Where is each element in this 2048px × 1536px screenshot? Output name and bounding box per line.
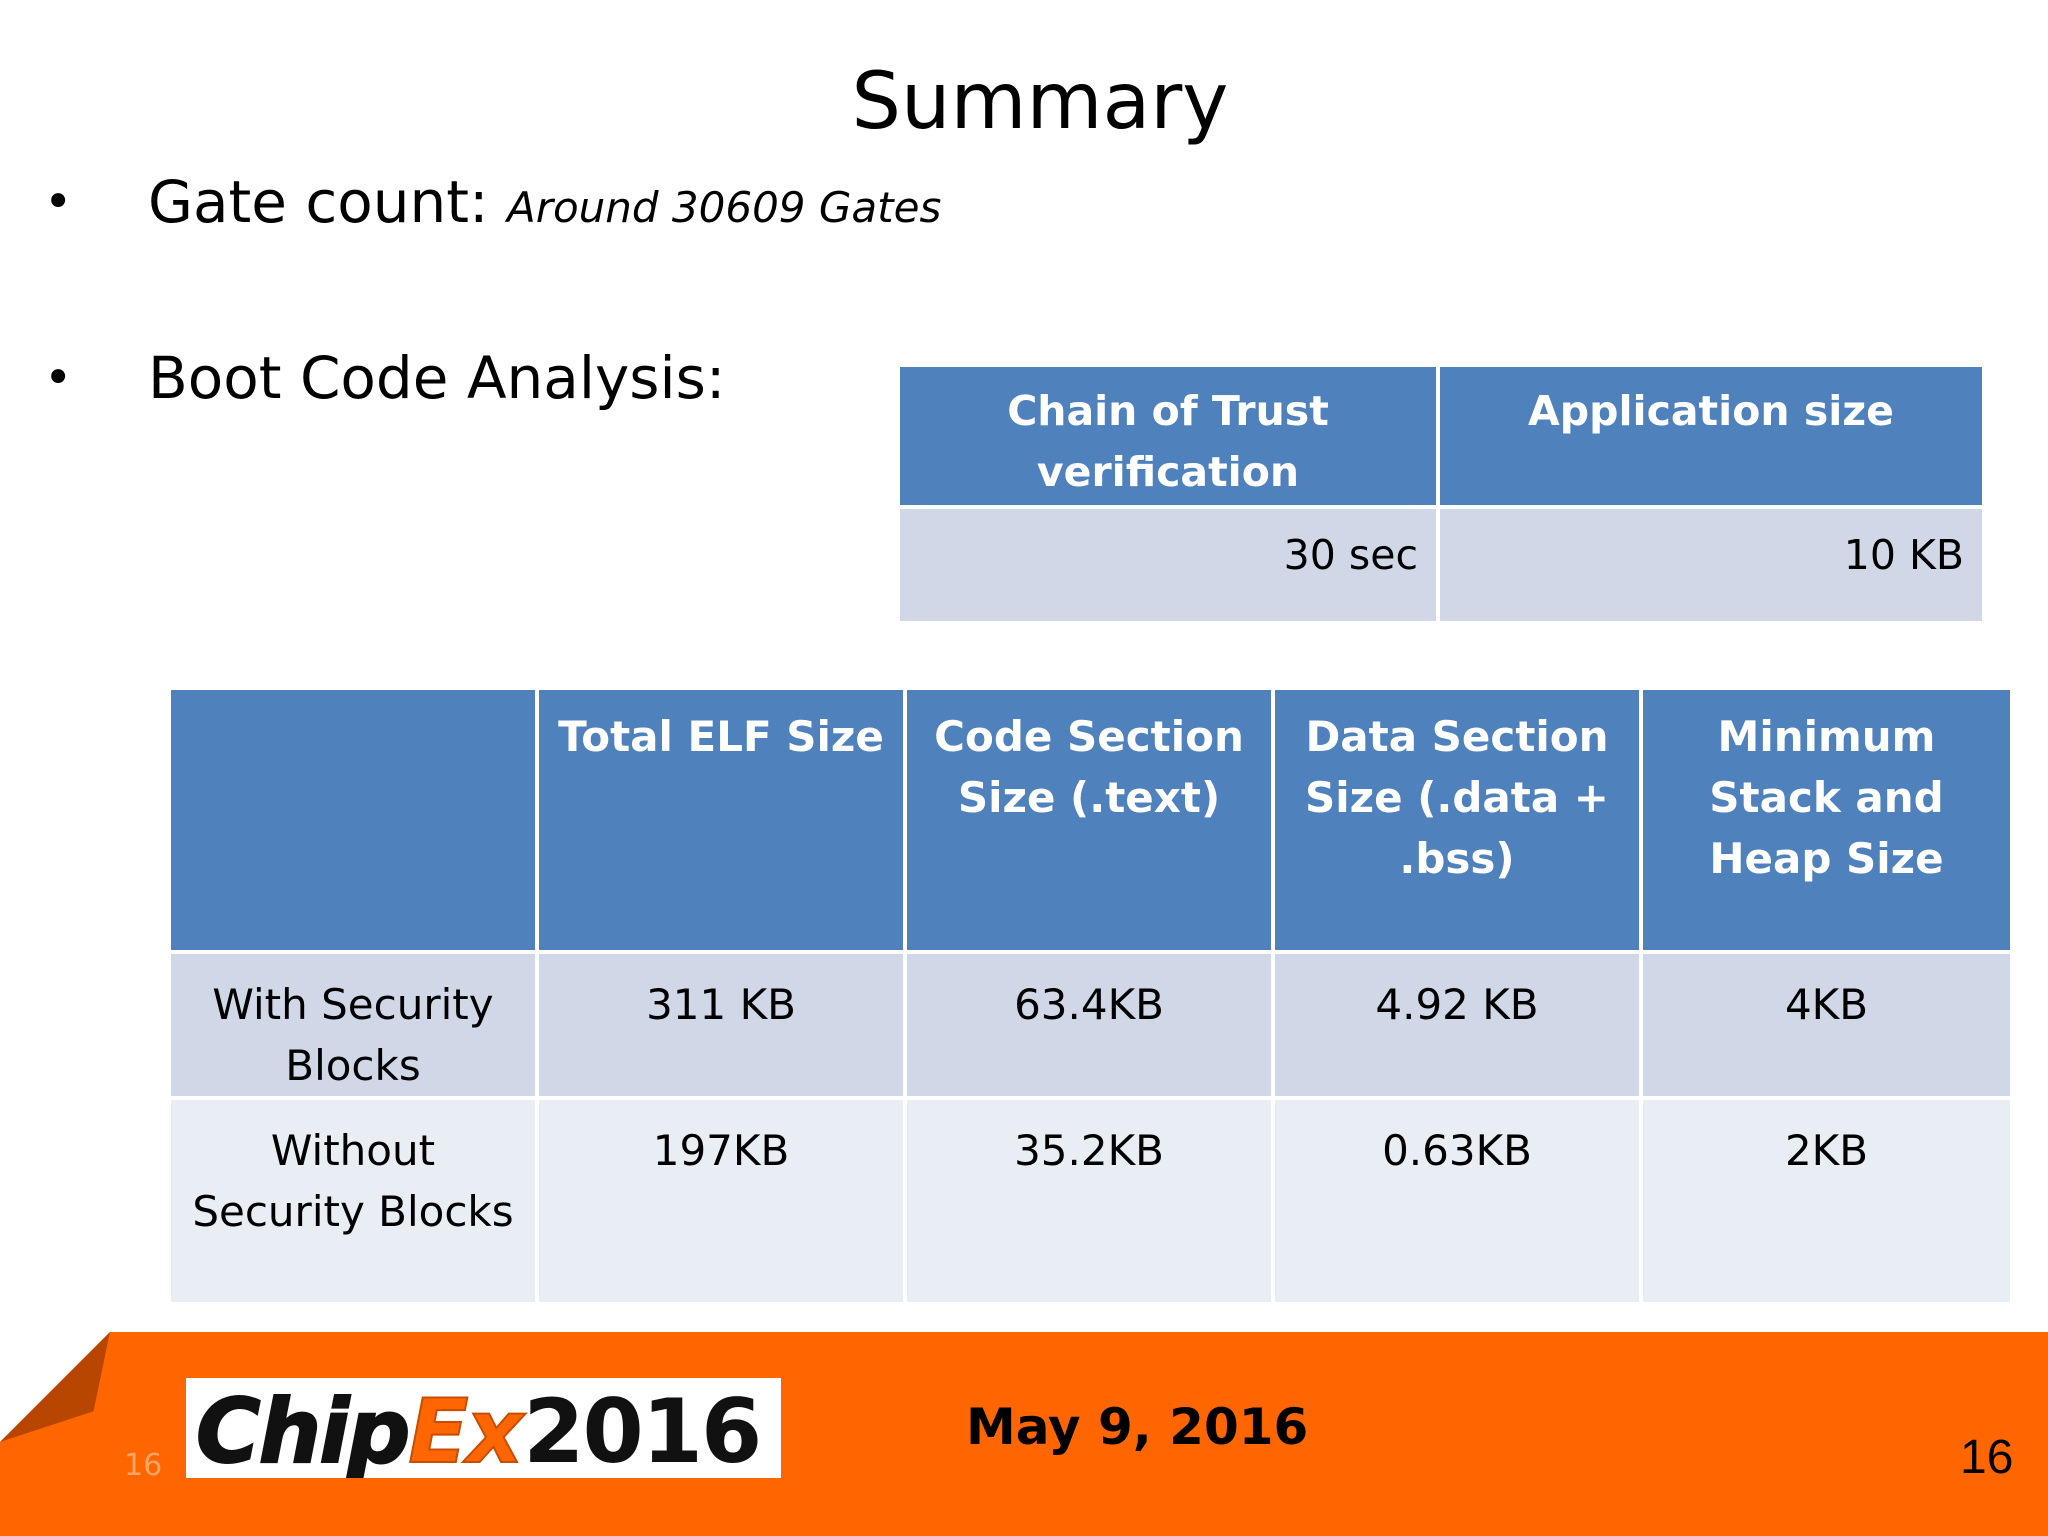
table-cell: 311 KB [535,950,907,1100]
table-header-cell: Application size [1436,363,1986,509]
table-header-cell: Chain of Trust verification [896,363,1440,509]
table-cell: 63.4KB [903,950,1275,1100]
chipex-logo-graphic: ChipEx2016 [195,1379,762,1478]
table-cell: 35.2KB [903,1096,1275,1306]
table-cell: 30 sec [896,505,1440,625]
table-header-cell: Code Section Size (.text) [903,686,1275,954]
bullet-text: Gate count: Around 30609 Gates [148,162,941,248]
logo-chip: Chip [196,1380,408,1478]
table-header-cell: Data Section Size (.data + .bss) [1271,686,1643,954]
logo-year: 2016 [523,1380,760,1478]
table-header-cell [167,686,539,954]
row-label-cell: With Security Blocks [167,950,539,1100]
bullet-marker: • [44,350,73,406]
table-row: With Security Blocks 311 KB 63.4KB 4.92 … [167,950,2014,1100]
logo-wordmark: ChipEx2016 [196,1380,760,1478]
table-cell: 0.63KB [1271,1096,1643,1306]
bullet-text: Boot Code Analysis: [148,344,726,412]
table-cell: 4KB [1639,950,2014,1100]
table-row: Without Security Blocks 197KB 35.2KB 0.6… [167,1096,2014,1306]
table-header-cell: Minimum Stack and Heap Size [1639,686,2014,954]
page-number: 16 [1960,1431,2014,1484]
table-cell: 10 KB [1436,505,1986,625]
table-cell: 4.92 KB [1271,950,1643,1100]
chipex-logo: ChipEx2016 [186,1378,781,1478]
logo-ex: Ex [408,1380,526,1478]
elf-size-table: Total ELF Size Code Section Size (.text)… [167,686,2014,1306]
table-cell: 2KB [1639,1096,2014,1306]
bullet-label: Gate count: [148,168,507,236]
bullet-marker: • [44,174,73,230]
footer-date: May 9, 2016 [966,1398,1309,1456]
bullet-value: Around 30609 Gates [506,183,942,232]
table-cell: 197KB [535,1096,907,1306]
table-row: 30 sec 10 KB [896,505,1986,625]
chain-of-trust-table: Chain of Trust verification Application … [896,363,1986,625]
table-header-cell: Total ELF Size [535,686,907,954]
slide-title: Summary [851,57,1229,147]
small-page-number: 16 [124,1448,163,1483]
row-label-cell: Without Security Blocks [167,1096,539,1306]
